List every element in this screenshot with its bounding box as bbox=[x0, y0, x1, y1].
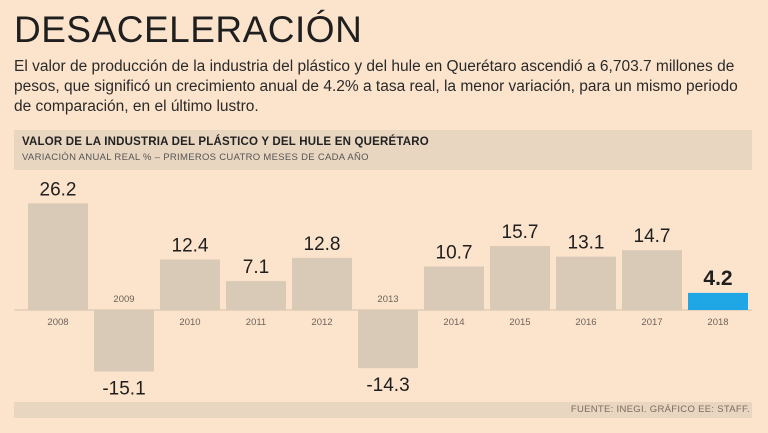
bar-2008 bbox=[28, 203, 88, 310]
value-label-2012: 12.8 bbox=[304, 234, 341, 255]
value-label-2010: 12.4 bbox=[172, 236, 209, 257]
value-label-2018: 4.2 bbox=[703, 267, 732, 290]
year-label-2015: 2015 bbox=[509, 317, 530, 328]
value-label-2011: 7.1 bbox=[243, 257, 269, 278]
year-label-2009: 2009 bbox=[113, 294, 134, 305]
value-label-2008: 26.2 bbox=[40, 179, 77, 200]
chart-header-band bbox=[14, 130, 752, 170]
chart-title: VALOR DE LA INDUSTRIA DEL PLÁSTICO Y DEL… bbox=[22, 136, 429, 148]
bar-2016 bbox=[556, 256, 616, 310]
bar-2009 bbox=[94, 310, 154, 372]
value-label-2013: -14.3 bbox=[366, 375, 409, 396]
headline: DESACELERACIÓN bbox=[14, 9, 363, 50]
value-label-2015: 15.7 bbox=[502, 222, 539, 243]
intro-paragraph: El valor de producción de la industria d… bbox=[14, 58, 738, 115]
bar-2015 bbox=[490, 246, 550, 310]
value-label-2009: -15.1 bbox=[102, 378, 145, 399]
year-label-2016: 2016 bbox=[575, 317, 596, 328]
source-note: FUENTE: INEGI. GRÁFICO EE: STAFF. bbox=[570, 404, 750, 415]
bar-2013 bbox=[358, 310, 418, 369]
year-label-2008: 2008 bbox=[47, 317, 68, 328]
chart-subtitle: VARIACIÓN ANUAL REAL % – PRIMEROS CUATRO… bbox=[22, 152, 369, 163]
year-label-2017: 2017 bbox=[641, 317, 662, 328]
bar-2017 bbox=[622, 250, 682, 310]
bar-2018 bbox=[688, 292, 748, 310]
year-label-2012: 2012 bbox=[311, 317, 332, 328]
value-label-2014: 10.7 bbox=[436, 242, 473, 263]
value-label-2017: 14.7 bbox=[634, 226, 671, 247]
bar-2012 bbox=[292, 257, 352, 310]
year-label-2010: 2010 bbox=[179, 317, 200, 328]
bar-2010 bbox=[160, 259, 220, 310]
value-label-2016: 13.1 bbox=[568, 233, 605, 254]
year-label-2018: 2018 bbox=[707, 317, 728, 328]
year-label-2011: 2011 bbox=[246, 317, 266, 328]
bar-2011 bbox=[226, 281, 286, 310]
footer-band bbox=[14, 402, 752, 418]
bar-2014 bbox=[424, 266, 484, 310]
year-label-2014: 2014 bbox=[443, 317, 464, 328]
year-label-2013: 2013 bbox=[377, 294, 398, 305]
